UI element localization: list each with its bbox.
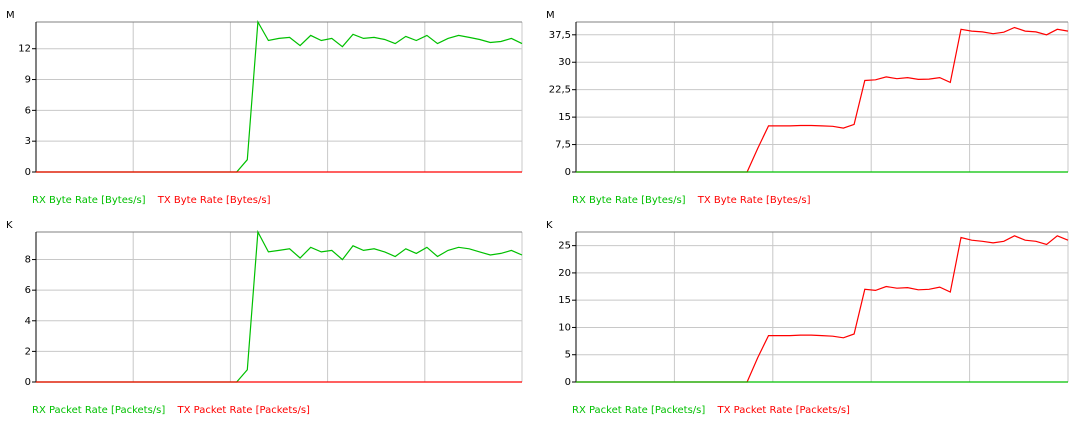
y-tick-label: 6 xyxy=(25,105,31,116)
unit-label: M xyxy=(6,10,15,21)
chart-rx-tx-packet-rate-right: 0 5 10 15 20 25 K RX Packet Rate [Packets/s] T… xyxy=(540,210,1080,424)
y-tick-label: 3 xyxy=(25,136,31,147)
legend-tx: TX Byte Rate [Bytes/s] xyxy=(157,195,271,206)
legend-rx: RX Byte Rate [Bytes/s] xyxy=(32,195,146,206)
y-tick-label: 6 xyxy=(25,285,31,296)
y-tick-label: 2 xyxy=(25,346,31,357)
chart-svg: 0 2 4 6 8 K xyxy=(6,220,523,388)
chart-legend: RX Byte Rate [Bytes/s] TX Byte Rate [Byt… xyxy=(572,195,819,206)
chart-legend: RX Byte Rate [Bytes/s] TX Byte Rate [Byt… xyxy=(32,195,279,206)
y-tick-label: 0 xyxy=(565,167,571,178)
chart-legend: RX Packet Rate [Packets/s] TX Packet Rat… xyxy=(32,405,319,416)
y-tick-label: 5 xyxy=(565,350,571,361)
legend-tx: TX Packet Rate [Packets/s] xyxy=(177,405,310,416)
y-tick-label: 15 xyxy=(558,295,571,306)
series-line xyxy=(36,19,523,173)
y-tick-label: 10 xyxy=(558,322,571,333)
y-tick-label: 7,5 xyxy=(555,140,571,151)
unit-label: M xyxy=(546,10,555,21)
legend-rx: RX Packet Rate [Packets/s] xyxy=(572,405,706,416)
y-tick-label: 15 xyxy=(558,112,571,123)
y-tick-label: 0 xyxy=(25,167,31,178)
unit-label: K xyxy=(546,220,553,231)
chart-legend: RX Packet Rate [Packets/s] TX Packet Rat… xyxy=(572,405,859,416)
series-line xyxy=(576,26,1069,173)
chart-rx-tx-packet-rate-left: 0 2 4 6 8 K RX Packet Rate [Packets/s] TX Pac… xyxy=(0,210,540,424)
y-tick-label: 8 xyxy=(25,255,31,266)
y-tick-label: 9 xyxy=(25,75,31,86)
legend-rx: RX Byte Rate [Bytes/s] xyxy=(572,195,686,206)
chart-svg: 0 5 10 15 20 25 K xyxy=(546,220,1069,388)
y-tick-label: 12 xyxy=(18,44,31,55)
y-tick-label: 30 xyxy=(558,57,571,68)
y-tick-label: 20 xyxy=(558,268,571,279)
y-tick-label: 0 xyxy=(25,377,31,388)
y-tick-label: 0 xyxy=(565,377,571,388)
legend-tx: TX Packet Rate [Packets/s] xyxy=(717,405,850,416)
legend-tx: TX Byte Rate [Bytes/s] xyxy=(697,195,811,206)
series-line xyxy=(576,235,1069,383)
legend-rx: RX Packet Rate [Packets/s] xyxy=(32,405,166,416)
series-line xyxy=(36,229,523,383)
chart-svg: 0 7,5 15 22,5 30 37,5 M xyxy=(546,10,1069,178)
unit-label: K xyxy=(6,220,13,231)
y-tick-label: 4 xyxy=(25,316,31,327)
chart-rx-tx-byte-rate-right: 0 7,5 15 22,5 30 37,5 M RX Byte Rate [Bytes/s]… xyxy=(540,0,1080,214)
y-tick-label: 25 xyxy=(558,241,571,252)
chart-rx-tx-byte-rate-left: 0 3 6 9 12 M RX Byte Rate [Bytes/s] TX Byte R… xyxy=(0,0,540,214)
chart-svg: 0 3 6 9 12 M xyxy=(6,10,523,178)
y-tick-label: 37,5 xyxy=(549,30,571,41)
y-tick-label: 22,5 xyxy=(549,85,571,96)
